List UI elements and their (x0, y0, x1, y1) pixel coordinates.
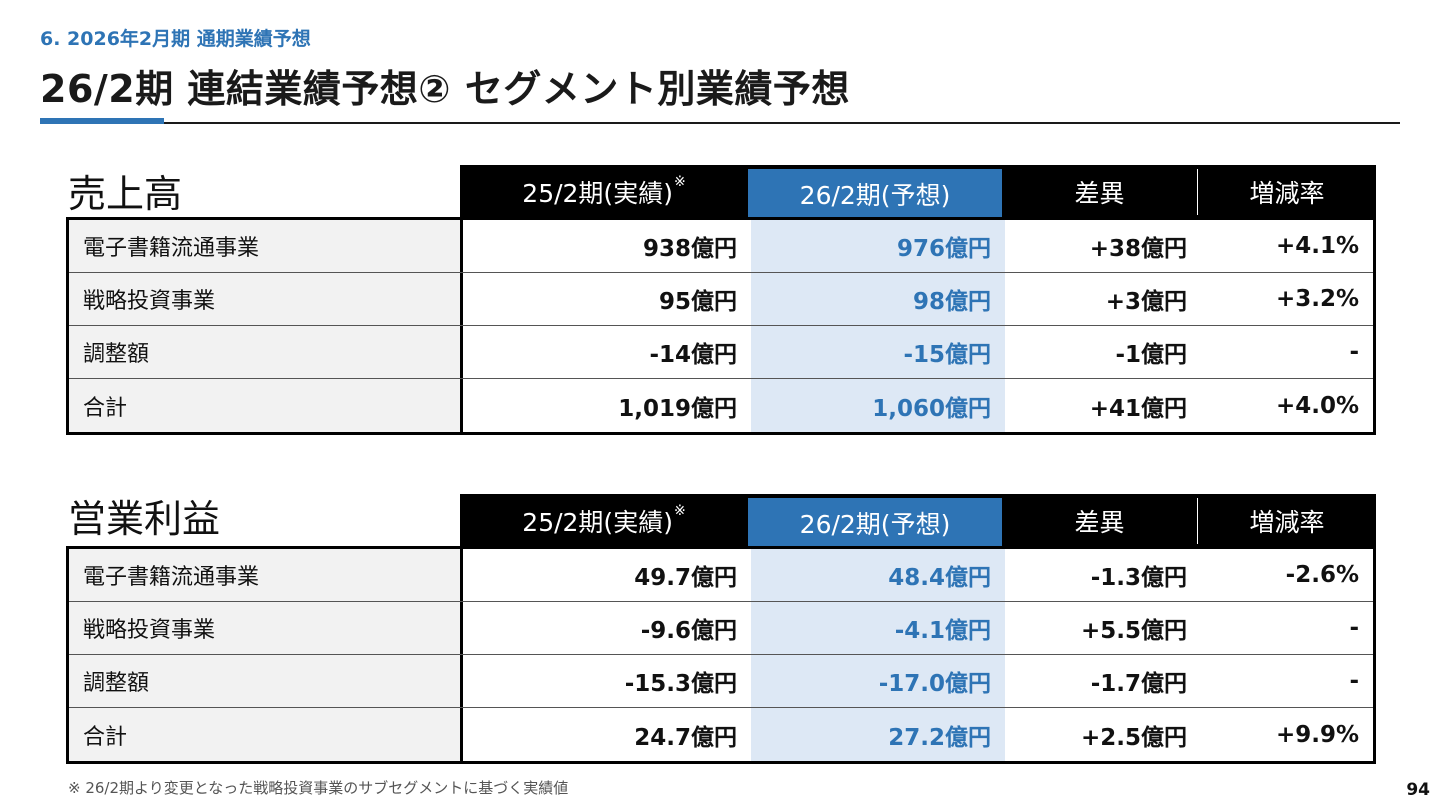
cell-forecast: 27.2億円 (751, 708, 1005, 761)
cell-rate: +9.9% (1275, 721, 1359, 748)
cell-forecast: 1,060億円 (751, 379, 1005, 432)
cell-forecast: 976億円 (751, 220, 1005, 272)
title-accent-bar (40, 118, 164, 124)
col-header-rate: 増減率 (1249, 508, 1325, 537)
profit-table: 電子書籍流通事業 49.7億円 48.4億円 -1.3億円 -2.6% 戦略投資… (66, 546, 1376, 764)
col-header-diff: 差異 (1002, 169, 1198, 215)
col-header-actual: 25/2期(実績) ※ (522, 503, 686, 537)
cell-forecast: -4.1億円 (751, 602, 1005, 654)
table-row-total: 合計 24.7億円 27.2億円 +2.5億円 +9.9% (69, 708, 1373, 761)
cell-diff: +5.5億円 (1080, 618, 1187, 644)
table-row: 電子書籍流通事業 49.7億円 48.4億円 -1.3億円 -2.6% (69, 549, 1373, 602)
cell-rate: +4.0% (1275, 392, 1359, 419)
cell-diff: -1億円 (1115, 342, 1187, 368)
profit-header: 25/2期(実績) ※ 26/2期(予想) 差異 増減率 (460, 494, 1376, 548)
cell-rate: - (1349, 339, 1359, 365)
col-header-diff: 差異 (1002, 498, 1198, 544)
table-row: 調整額 -14億円 -15億円 -1億円 - (69, 326, 1373, 379)
row-name: 合計 (69, 708, 463, 761)
page-title: 26/2期 連結業績予想② セグメント別業績予想 (40, 67, 850, 111)
footnote: ※ 26/2期より変更となった戦略投資事業のサブセグメントに基づく実績値 (68, 779, 569, 797)
sales-header: 25/2期(実績) ※ 26/2期(予想) 差異 増減率 (460, 165, 1376, 219)
cell-diff: -1.7億円 (1090, 671, 1187, 697)
col-header-forecast: 26/2期(予想) (748, 498, 1002, 548)
table-row: 調整額 -15.3億円 -17.0億円 -1.7億円 - (69, 655, 1373, 708)
cell-rate: +4.1% (1275, 233, 1359, 259)
row-name: 調整額 (69, 655, 463, 707)
cell-actual: 95億円 (658, 289, 737, 315)
cell-diff: +41億円 (1089, 395, 1187, 422)
row-name: 戦略投資事業 (69, 273, 463, 325)
table-row-total: 合計 1,019億円 1,060億円 +41億円 +4.0% (69, 379, 1373, 432)
cell-forecast: -17.0億円 (751, 655, 1005, 707)
cell-actual: -15.3億円 (624, 671, 737, 697)
row-name: 合計 (69, 379, 463, 432)
table-row: 電子書籍流通事業 938億円 976億円 +38億円 +4.1% (69, 220, 1373, 273)
cell-actual: 24.7億円 (634, 724, 737, 751)
cell-rate: +3.2% (1275, 286, 1359, 312)
cell-forecast: 48.4億円 (751, 549, 1005, 601)
row-name: 調整額 (69, 326, 463, 378)
profit-title: 営業利益 (68, 497, 221, 541)
table-row: 戦略投資事業 -9.6億円 -4.1億円 +5.5億円 - (69, 602, 1373, 655)
cell-diff: +3億円 (1105, 289, 1187, 315)
sales-block: 売上高 25/2期(実績) ※ 26/2期(予想) 差異 増減率 電子書籍流通事業… (66, 165, 1376, 437)
cell-actual: 1,019億円 (618, 395, 737, 422)
cell-rate: - (1349, 668, 1359, 694)
sales-table: 電子書籍流通事業 938億円 976億円 +38億円 +4.1% 戦略投資事業 … (66, 217, 1376, 435)
cell-rate: - (1349, 615, 1359, 641)
sales-title: 売上高 (68, 172, 183, 216)
cell-actual: -14億円 (649, 342, 737, 368)
cell-actual: 938億円 (642, 236, 737, 262)
col-header-actual: 25/2期(実績) ※ (522, 174, 686, 208)
col-header-rate: 増減率 (1249, 179, 1325, 208)
section-label: 6. 2026年2月期 通期業績予想 (40, 28, 311, 50)
col-header-forecast: 26/2期(予想) (748, 169, 1002, 219)
page-number: 94 (1406, 780, 1430, 800)
row-name: 電子書籍流通事業 (69, 549, 463, 601)
cell-forecast: 98億円 (751, 273, 1005, 325)
row-name: 戦略投資事業 (69, 602, 463, 654)
title-underline (40, 122, 1400, 124)
cell-rate: -2.6% (1285, 562, 1359, 588)
cell-diff: +38億円 (1089, 236, 1187, 262)
cell-forecast: -15億円 (751, 326, 1005, 378)
cell-actual: -9.6億円 (640, 618, 737, 644)
profit-block: 営業利益 25/2期(実績) ※ 26/2期(予想) 差異 増減率 電子書籍流通事… (66, 494, 1376, 766)
cell-diff: +2.5億円 (1080, 724, 1187, 751)
cell-diff: -1.3億円 (1090, 565, 1187, 591)
row-name: 電子書籍流通事業 (69, 220, 463, 272)
table-row: 戦略投資事業 95億円 98億円 +3億円 +3.2% (69, 273, 1373, 326)
cell-actual: 49.7億円 (634, 565, 737, 591)
